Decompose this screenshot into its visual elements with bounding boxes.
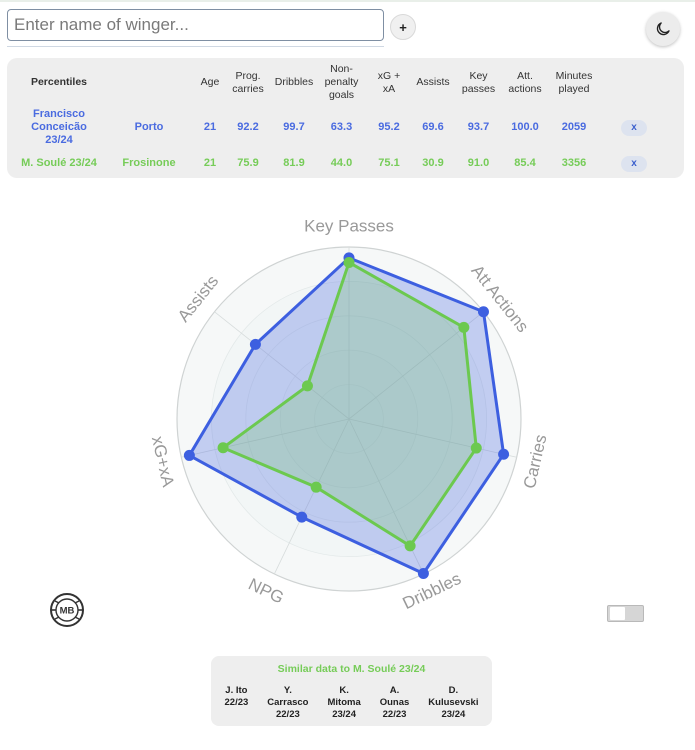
- table-header-row: Percentiles Age Prog. carries Dribbles No…: [15, 60, 667, 105]
- col-header-assists: Assists: [416, 76, 450, 88]
- similar-player-item[interactable]: D. Kulusevski 23/24: [428, 685, 478, 721]
- similar-players-title: Similar data to M. Soulé 23/24: [277, 663, 426, 675]
- cell-key-passes: 91.0: [467, 157, 490, 169]
- remove-header: [601, 60, 667, 105]
- similar-player-item[interactable]: K. Mitoma 23/24: [327, 685, 360, 721]
- toggle-knob: [610, 607, 625, 620]
- radar-spoke: [274, 418, 350, 575]
- radar-spoke: [348, 418, 517, 458]
- radar-axis-label: Carries: [520, 433, 551, 491]
- radar-axis-label: Key Passes: [304, 216, 394, 235]
- player-name: M. Soulé 23/24: [21, 157, 97, 169]
- radar-point: [183, 449, 195, 461]
- radar-axis-label: NPG: [245, 575, 286, 608]
- similar-player-name: D.: [448, 685, 459, 696]
- similar-player-item[interactable]: Y. Carrasco 22/23: [267, 685, 308, 721]
- similar-player-season: 23/24: [441, 709, 466, 720]
- col-header-prog-carries: Prog. carries: [232, 69, 264, 95]
- top-border: [0, 0, 695, 2]
- radar-point: [296, 511, 308, 523]
- cell-dribbles: 81.9: [283, 157, 305, 169]
- col-header-npg: Non-penalty goals: [324, 63, 359, 101]
- radar-point: [301, 380, 313, 392]
- similar-player-name: Mitoma: [327, 697, 361, 708]
- remove-player-button[interactable]: x: [621, 119, 647, 136]
- similar-player-name: A.: [389, 685, 400, 696]
- search-underline: [7, 46, 384, 47]
- cell-prog-carries: 75.9: [237, 157, 259, 169]
- similar-player-name: Y.: [283, 685, 292, 696]
- cell-prog-carries: 92.2: [237, 121, 259, 133]
- cell-npg: 44.0: [330, 157, 353, 169]
- similar-player-name: J. Ito: [225, 685, 248, 696]
- remove-cell: x: [601, 105, 667, 150]
- add-player-button[interactable]: +: [390, 14, 416, 40]
- team-name: Frosinone: [122, 157, 176, 169]
- col-header-key-passes: Key passes: [461, 69, 496, 95]
- cell-xg-xa: 75.1: [378, 157, 400, 169]
- similar-player-name: K.: [339, 685, 349, 696]
- moon-icon: [656, 22, 670, 36]
- similar-player-name: Kulusevski: [428, 697, 479, 708]
- radar-point: [458, 321, 470, 333]
- col-header-age: Age: [200, 76, 220, 88]
- cell-dribbles: 99.7: [283, 121, 305, 133]
- cell-xg-xa: 95.2: [378, 121, 400, 133]
- similar-player-season: 22/23: [275, 709, 300, 720]
- radar-point: [343, 256, 355, 268]
- similar-player-season: 22/23: [224, 697, 249, 708]
- similar-player-name: Ounas: [379, 697, 410, 708]
- similar-player-season: 23/24: [332, 709, 356, 720]
- col-header-att-actions: Att. actions: [508, 69, 542, 95]
- percentiles-table-panel: Percentiles Age Prog. carries Dribbles No…: [7, 58, 684, 178]
- cell-key-passes: 93.7: [467, 121, 490, 133]
- radar-point: [470, 442, 482, 454]
- team-header: [103, 60, 195, 105]
- cell-assists: 30.9: [422, 157, 444, 169]
- cell-minutes: 2059: [561, 121, 587, 133]
- similar-player-season: 22/23: [382, 709, 407, 720]
- cell-att-actions: 100.0: [511, 121, 539, 133]
- remove-player-button[interactable]: x: [621, 155, 647, 172]
- radar-point: [249, 338, 261, 350]
- radar-spoke: [214, 311, 350, 420]
- radar-point: [498, 448, 510, 460]
- table-row: Francisco Conceicão 23/24 Porto 21 92.2 99…: [15, 105, 667, 150]
- radar-point: [217, 442, 229, 454]
- similar-players-list: J. Ito 22/23 Y. Carrasco 22/23 K. Mitoma 23/24 A…: [211, 685, 492, 721]
- player-name: Francisco Conceicão 23/24: [31, 108, 87, 146]
- team-name: Porto: [134, 121, 164, 133]
- similar-player-item[interactable]: A. Ounas 22/23: [380, 685, 410, 721]
- dark-mode-toggle-button[interactable]: [646, 12, 680, 46]
- winger-search-input[interactable]: [7, 9, 384, 41]
- radar-point: [404, 540, 416, 552]
- col-header-minutes: Minutes played: [555, 69, 593, 95]
- cell-age: 21: [203, 157, 217, 169]
- table-row: M. Soulé 23/24 Frosinone 21 75.9 81.9 44…: [15, 150, 667, 177]
- col-header-dribbles: Dribbles: [274, 76, 314, 88]
- cell-att-actions: 85.4: [514, 157, 536, 169]
- percentiles-header: Percentiles: [30, 76, 88, 88]
- cell-minutes: 3356: [561, 157, 587, 169]
- radar-axis-label: xG+xA: [148, 434, 178, 489]
- percentiles-table: Percentiles Age Prog. carries Dribbles No…: [15, 60, 667, 177]
- mb-logo: MB: [49, 592, 85, 633]
- radar-point: [477, 306, 489, 318]
- svg-text:MB: MB: [60, 606, 75, 617]
- remove-cell: x: [601, 150, 667, 177]
- radar-point: [310, 481, 322, 493]
- cell-npg: 63.3: [330, 121, 353, 133]
- radar-series-area: [221, 260, 478, 548]
- radar-point: [417, 568, 429, 580]
- cell-assists: 69.6: [422, 121, 444, 133]
- radar-series-area: [187, 256, 506, 576]
- similar-player-name: Carrasco: [267, 697, 309, 708]
- similar-player-item[interactable]: J. Ito 22/23: [225, 685, 249, 721]
- col-header-xg-xa: xG + xA: [377, 69, 401, 95]
- similar-players-panel: Similar data to M. Soulé 23/24 J. Ito 22/…: [211, 656, 492, 726]
- radar-spoke: [181, 418, 350, 458]
- cell-age: 21: [203, 121, 217, 133]
- view-toggle[interactable]: [607, 605, 644, 622]
